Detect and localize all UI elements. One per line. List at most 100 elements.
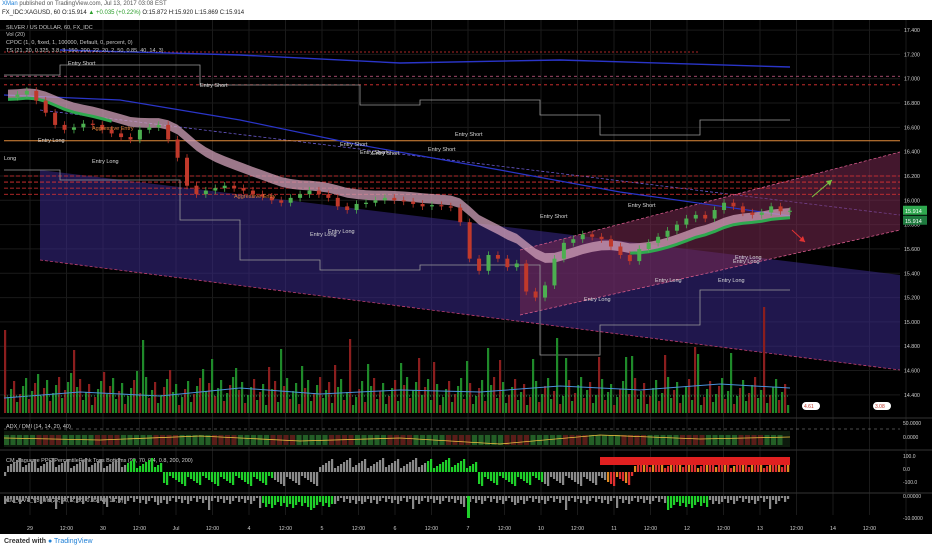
laguerre-bar <box>775 460 778 472</box>
laguerre-bar <box>52 458 55 472</box>
laguerre-bar <box>577 472 580 484</box>
author-link[interactable]: XMan <box>2 1 18 7</box>
wvf-bar <box>391 496 394 503</box>
candle-body <box>750 212 755 215</box>
candle-body <box>119 133 124 138</box>
wvf-bar <box>565 496 568 510</box>
laguerre-bar <box>220 472 223 477</box>
laguerre-bar <box>718 465 721 472</box>
laguerre-bar <box>106 466 109 472</box>
wvf-bar <box>748 496 751 503</box>
wvf-bar <box>340 496 343 498</box>
volume-bar <box>448 381 451 413</box>
volume-bar <box>562 396 565 413</box>
tradingview-logo[interactable]: ● TradingView <box>47 538 93 545</box>
volume-bar <box>256 400 259 413</box>
price-tick-label: 14.800 <box>904 344 920 350</box>
volume-bar <box>235 368 238 413</box>
laguerre-bar <box>274 472 277 480</box>
adx-bar <box>504 435 510 445</box>
laguerre-bar <box>760 459 763 472</box>
volume-bar <box>535 381 538 413</box>
volume-bar <box>751 385 754 413</box>
laguerre-bar <box>493 472 496 483</box>
wvf-bar <box>328 496 331 507</box>
wvf-bar <box>442 496 445 501</box>
laguerre-bar <box>466 468 469 472</box>
candle-body <box>71 127 76 130</box>
candle-body <box>524 263 529 292</box>
laguerre-bar <box>766 466 769 472</box>
candle-body <box>693 214 698 219</box>
volume-bar <box>412 390 415 413</box>
volume-bar <box>592 403 595 413</box>
candle-body <box>731 202 736 207</box>
laguerre-bar <box>370 466 373 472</box>
wvf-bar <box>409 496 412 499</box>
ma-ribbon <box>8 88 790 263</box>
adx-bar <box>732 435 737 445</box>
wvf-bar <box>673 496 676 505</box>
wvf-bar <box>679 496 682 506</box>
annotation-label: Entry Short <box>340 142 368 148</box>
laguerre-bar <box>190 472 193 479</box>
wvf-bar <box>784 496 787 502</box>
wvf-bar <box>313 496 316 508</box>
laguerre-bar <box>541 472 544 482</box>
wvf-bar <box>622 496 625 503</box>
adx-bar <box>147 435 152 445</box>
wvf-bar <box>676 496 679 502</box>
wvf-bar <box>379 496 382 501</box>
wvf-bar <box>448 496 451 502</box>
volume-bar <box>430 400 433 413</box>
laguerre-bar <box>70 468 73 472</box>
volume-bar <box>418 358 421 413</box>
wvf-bar <box>148 496 151 501</box>
laguerre-bar <box>391 463 394 472</box>
volume-bar <box>745 401 748 413</box>
volume-bar <box>58 377 61 413</box>
laguerre-bar <box>580 472 583 486</box>
volume-bar <box>481 380 484 413</box>
laguerre-bar <box>427 461 430 472</box>
laguerre-bar <box>739 462 742 472</box>
volume-bar <box>472 404 475 413</box>
laguerre-bar <box>199 472 202 485</box>
time-tick-label: 12:00 <box>206 526 219 532</box>
laguerre-bar <box>451 467 454 472</box>
laguerre-bar <box>184 472 187 486</box>
wvf-bar <box>769 496 772 509</box>
volume-bar <box>157 403 160 413</box>
wvf-bar <box>598 496 601 499</box>
laguerre-bar <box>217 472 220 486</box>
adx-bar <box>23 435 29 445</box>
wvf-bar <box>580 496 583 503</box>
candle-body <box>364 202 369 204</box>
wvf-bar <box>724 496 727 499</box>
adx-bar <box>231 435 237 445</box>
wvf-bar <box>439 496 442 504</box>
volume-bar <box>298 404 301 413</box>
laguerre-bar <box>553 472 556 479</box>
laguerre-bar <box>259 472 262 481</box>
wvf-bar <box>367 496 370 499</box>
volume-bar <box>295 383 298 413</box>
wvf-bar <box>202 496 205 503</box>
wvf-bar <box>10 496 13 499</box>
wvf-bar <box>343 496 346 502</box>
volume-bar <box>409 398 412 413</box>
volume-bar <box>184 389 187 413</box>
time-tick-label: 11 <box>611 526 617 532</box>
volume-bar <box>634 378 637 413</box>
badge-1: 4.61 <box>804 404 814 410</box>
laguerre-bar <box>115 460 118 472</box>
laguerre-bar <box>406 464 409 472</box>
wvf-bar <box>430 496 433 499</box>
volume-bar <box>628 394 631 413</box>
adx-bar <box>10 435 16 445</box>
laguerre-bar <box>784 465 787 472</box>
laguerre-bar <box>484 472 487 477</box>
adx-tick: 0.0000 <box>903 435 919 441</box>
wvf-bar <box>259 496 262 508</box>
